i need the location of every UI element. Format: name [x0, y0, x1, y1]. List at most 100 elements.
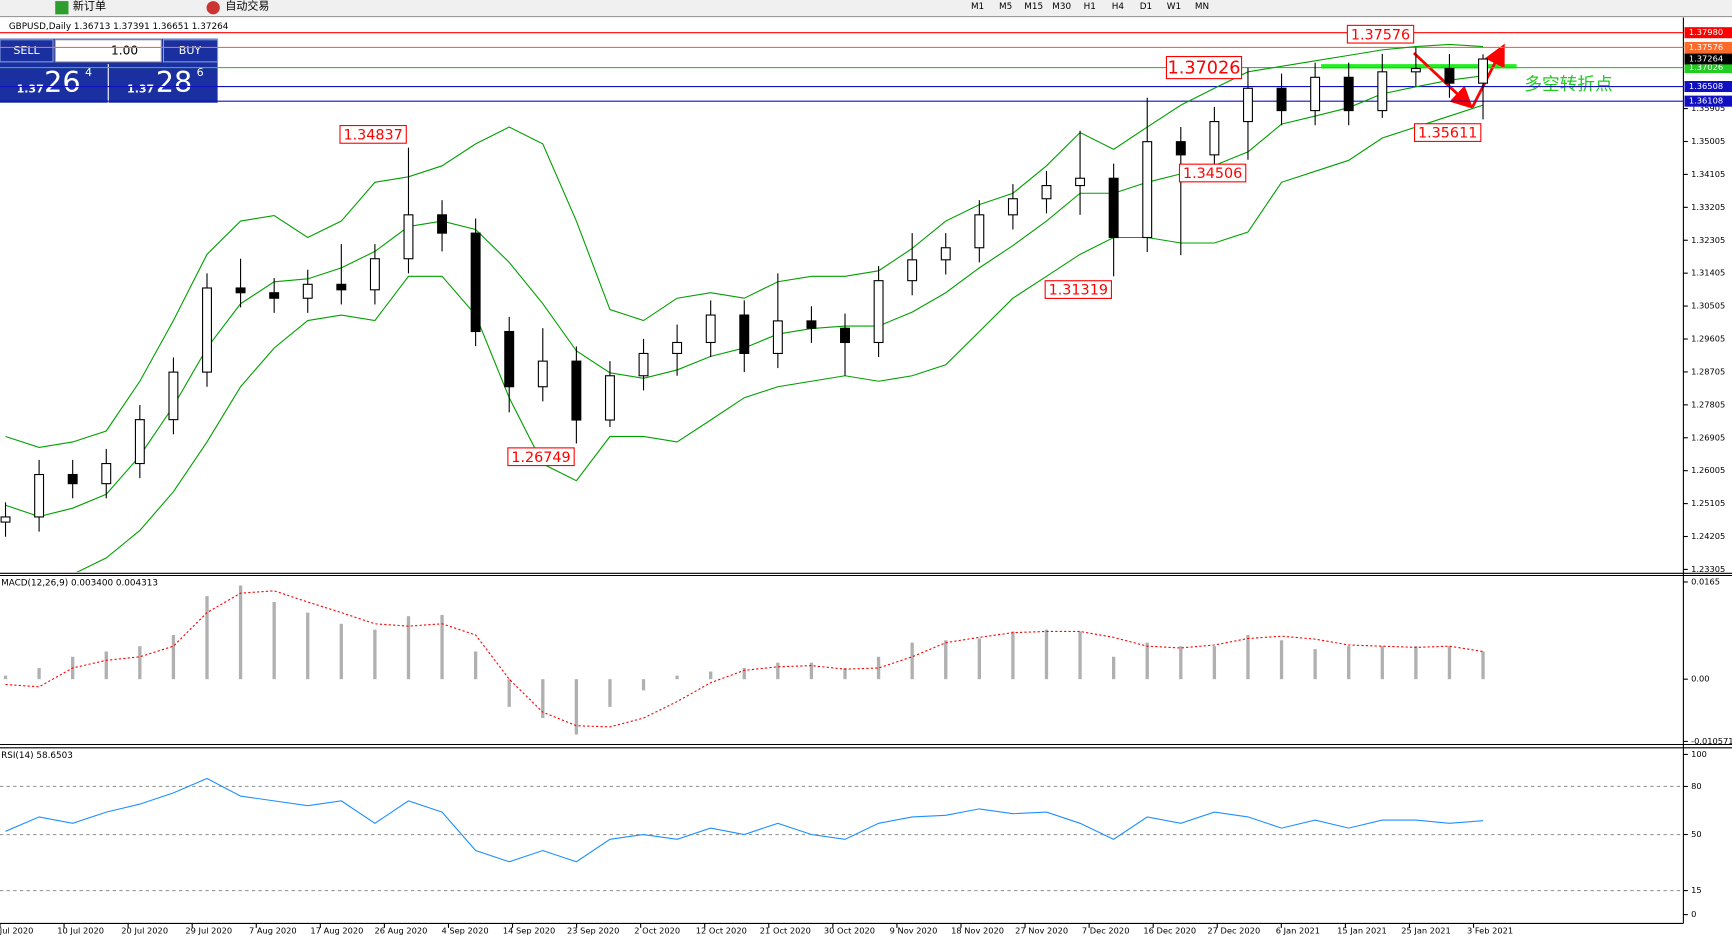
macd-bar — [944, 640, 948, 680]
candle-body — [1175, 141, 1186, 156]
sell-small[interactable]: 4 — [85, 66, 92, 79]
candle-body — [34, 473, 45, 518]
macd-bar — [1078, 631, 1082, 680]
macd-bar — [373, 629, 377, 680]
candle-body — [1478, 58, 1488, 84]
macd-bar — [1145, 642, 1149, 680]
level-tag — [1684, 62, 1732, 74]
candle-body — [672, 341, 683, 355]
macd-bar — [977, 638, 981, 680]
x-tick-label: Jul 2020 — [0, 926, 33, 936]
macd-title: MACD(12,26,9) 0.003400 0.004313 — [1, 579, 158, 589]
y-tick-label: 1.26005 — [1691, 465, 1725, 475]
macd-bar — [1246, 634, 1250, 680]
x-tick-label: 2 Oct 2020 — [634, 926, 680, 936]
candle-body — [235, 287, 246, 294]
price-annotation-box — [1165, 55, 1243, 80]
buy-small[interactable]: 6 — [197, 66, 204, 79]
macd-bar — [1414, 646, 1418, 680]
price-annotation-box — [1178, 163, 1247, 183]
candle-body — [537, 360, 548, 388]
sell-label[interactable]: SELL — [13, 44, 40, 57]
timeframe-button[interactable]: MN — [1195, 2, 1209, 12]
candle-body — [873, 280, 884, 344]
macd-bar — [1279, 640, 1284, 680]
sell-button[interactable] — [0, 39, 54, 63]
bollinger-lower — [75, 104, 1484, 573]
candle-body — [504, 330, 515, 388]
macd-bar — [507, 679, 511, 707]
price-annotation: 1.34837 — [343, 127, 402, 143]
macd-bar — [641, 679, 646, 691]
turning-point-note: 多空转折点 — [1524, 74, 1612, 95]
macd-bar — [742, 667, 746, 680]
x-tick-label: 9 Nov 2020 — [890, 926, 938, 936]
candle-body — [1377, 71, 1388, 112]
y-tick-label: 100 — [1691, 749, 1707, 759]
x-tick-label: 7 Dec 2020 — [1082, 926, 1130, 936]
candle-body — [437, 214, 448, 234]
y-tick-label: 1.30505 — [1691, 301, 1725, 311]
macd-bar — [675, 675, 679, 680]
macd-bar — [138, 646, 142, 680]
macd-bar — [1481, 651, 1485, 680]
timeframe-button[interactable]: H1 — [1084, 2, 1096, 12]
macd-bar — [205, 596, 209, 680]
candle-body — [134, 419, 145, 465]
price-annotation-box — [339, 124, 407, 144]
y-tick-label: 1.33205 — [1691, 202, 1725, 212]
trade-panel: SELL 1.00 BUY 1.37 26 4 1.37 28 6 — [0, 38, 219, 103]
level-tag — [1684, 41, 1732, 53]
down-arrow — [1412, 52, 1474, 109]
sell-prefix[interactable]: 1.37 — [17, 82, 44, 95]
new-order[interactable]: 新订单 — [73, 0, 106, 13]
x-tick-label: 16 Dec 2020 — [1143, 926, 1196, 936]
candle-body — [638, 352, 649, 377]
candle-body — [0, 516, 11, 523]
new-order-icon[interactable] — [55, 1, 69, 15]
timeframe-button[interactable]: M1 — [971, 2, 984, 12]
macd-bar — [171, 634, 176, 680]
candle-body — [168, 371, 179, 421]
y-tick-label: 1.35905 — [1691, 103, 1725, 113]
macd-signal — [5, 590, 1484, 728]
timeframe-button[interactable]: M30 — [1052, 2, 1071, 12]
candle-body — [1410, 67, 1421, 73]
auto-trading[interactable]: 自动交易 — [225, 0, 269, 13]
price-annotation: 1.37576 — [1351, 27, 1410, 43]
buy-prefix[interactable]: 1.37 — [127, 82, 154, 95]
candle-body — [1310, 76, 1321, 112]
macd-bar — [541, 679, 545, 719]
x-tick-label: 6 Jan 2021 — [1276, 926, 1320, 936]
macd-bar — [37, 667, 41, 680]
y-tick-label: 1.25105 — [1691, 498, 1725, 508]
price-annotation-box — [1413, 123, 1482, 142]
lots-value[interactable]: 1.00 — [111, 43, 138, 57]
timeframe-button[interactable]: H4 — [1112, 2, 1125, 12]
macd-bar — [709, 671, 713, 680]
y-tick-label: 1.28705 — [1691, 366, 1725, 376]
y-tick-label: 1.24205 — [1691, 531, 1725, 541]
auto-trading-icon[interactable] — [206, 1, 220, 15]
x-tick-label: 10 Jul 2020 — [57, 926, 104, 936]
timeframe-button[interactable]: M5 — [999, 2, 1012, 12]
buy-button[interactable] — [162, 39, 219, 63]
level-tag — [1684, 95, 1732, 107]
y-tick-label: 1.23305 — [1691, 564, 1725, 574]
macd-bar — [1447, 646, 1452, 680]
timeframe-button[interactable]: W1 — [1167, 2, 1181, 12]
macd-bar — [440, 614, 444, 680]
candle-body — [470, 232, 481, 333]
lots-input[interactable] — [54, 39, 162, 63]
timeframe-button[interactable]: D1 — [1140, 2, 1152, 12]
sell-big[interactable]: 26 — [44, 65, 81, 99]
buy-label[interactable]: BUY — [179, 44, 202, 57]
candle-body — [940, 247, 951, 261]
macd-bar — [843, 667, 847, 680]
macd-bar — [1179, 646, 1183, 680]
x-tick-label: 18 Nov 2020 — [951, 926, 1004, 936]
macd-bar — [473, 651, 478, 680]
buy-big[interactable]: 28 — [156, 65, 193, 99]
timeframe-button[interactable]: M15 — [1024, 2, 1043, 12]
